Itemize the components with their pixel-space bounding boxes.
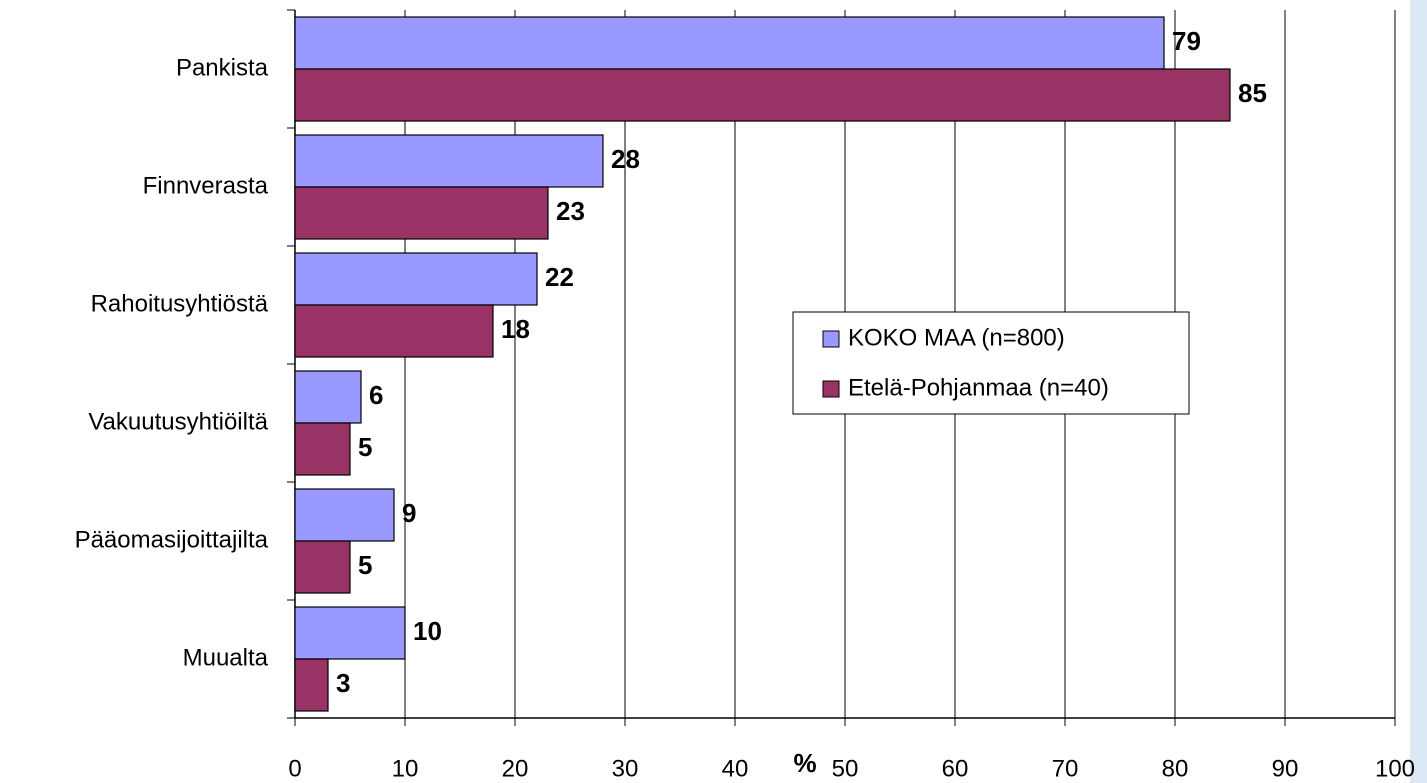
data-label: 5 <box>358 550 372 580</box>
legend-label: KOKO MAA (n=800) <box>848 324 1065 351</box>
bar <box>294 488 395 542</box>
y-tick-label: Rahoitusyhtiöstä <box>91 290 269 317</box>
x-tick-label: 90 <box>1272 755 1299 782</box>
legend-box <box>792 311 1190 415</box>
legend-swatch <box>822 330 840 348</box>
bar <box>294 186 549 240</box>
x-tick-label: 30 <box>612 755 639 782</box>
bar <box>294 370 362 424</box>
data-label: 3 <box>336 668 350 698</box>
x-tick-label: 10 <box>392 755 419 782</box>
data-label: 5 <box>358 432 372 462</box>
data-label: 10 <box>413 616 442 646</box>
data-label: 6 <box>369 380 383 410</box>
data-label: 22 <box>545 262 574 292</box>
x-tick-label: 60 <box>942 755 969 782</box>
x-tick-label: 100 <box>1375 755 1415 782</box>
bar <box>294 422 351 476</box>
y-tick-label: Pankista <box>176 54 269 81</box>
bar <box>294 658 329 712</box>
data-label: 18 <box>501 314 530 344</box>
x-tick-label: 50 <box>832 755 859 782</box>
x-tick-label: 20 <box>502 755 529 782</box>
x-tick-label: 40 <box>722 755 749 782</box>
y-tick-label: Finnverasta <box>143 172 269 199</box>
legend-swatch <box>822 380 840 398</box>
data-label: 79 <box>1172 26 1201 56</box>
x-axis-label: % <box>793 748 816 778</box>
data-label: 28 <box>611 144 640 174</box>
bar <box>294 252 538 306</box>
x-tick-label: 70 <box>1052 755 1079 782</box>
bar <box>294 68 1231 122</box>
bar <box>294 16 1165 70</box>
bar <box>294 540 351 594</box>
data-label: 9 <box>402 498 416 528</box>
y-tick-label: Muualta <box>183 644 269 671</box>
window-edge <box>1410 0 1427 783</box>
legend-label: Etelä-Pohjanmaa (n=40) <box>848 374 1109 401</box>
data-label: 23 <box>556 196 585 226</box>
y-tick-label: Pääomasijoittajilta <box>75 526 269 553</box>
x-tick-label: 0 <box>288 755 301 782</box>
x-tick-label: 80 <box>1162 755 1189 782</box>
y-tick-label: Vakuutusyhtiöiltä <box>88 408 268 435</box>
bar <box>294 304 494 358</box>
data-label: 85 <box>1238 78 1267 108</box>
bar <box>294 606 406 660</box>
bar <box>294 134 604 188</box>
